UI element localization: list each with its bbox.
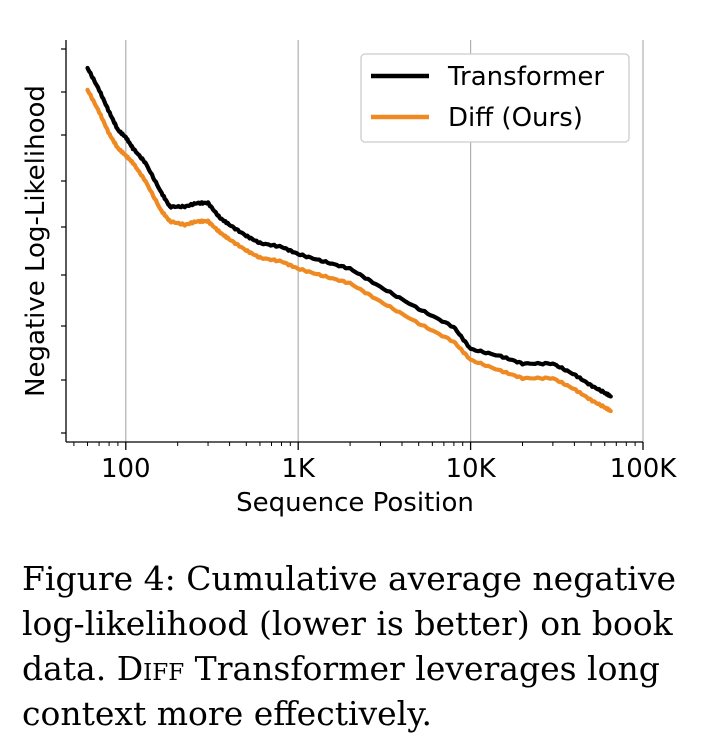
series-lines bbox=[85, 65, 613, 414]
caption-diff-smallcaps: Diff bbox=[116, 649, 185, 688]
chart: 100 1K 10K 100K Sequence Position Negative … bbox=[21, 40, 678, 518]
x-axis-label: Sequence Position bbox=[236, 488, 474, 518]
x-tick-label: 1K bbox=[281, 454, 316, 484]
legend-label-transformer: Transformer bbox=[447, 62, 604, 92]
legend-label-diff: Diff (Ours) bbox=[448, 103, 583, 133]
series-line-transformer bbox=[85, 65, 613, 399]
x-tick-label: 10K bbox=[446, 454, 497, 484]
x-tick-label: 100 bbox=[101, 454, 151, 484]
y-ticks bbox=[61, 48, 66, 434]
axes bbox=[65, 40, 643, 443]
x-ticks: 100 1K 10K 100K bbox=[73, 442, 678, 484]
caption-text-1: Cumulative average negative log-likeliho… bbox=[22, 559, 677, 688]
legend: Transformer Diff (Ours) bbox=[360, 53, 630, 143]
series-line-diff bbox=[85, 87, 613, 414]
figure-caption: Figure 4: Cumulative average negative lo… bbox=[22, 556, 702, 736]
figure-label: Figure 4: bbox=[22, 559, 176, 598]
caption-text-2: Transformer leverages long context more … bbox=[22, 649, 660, 733]
y-axis-label: Negative Log-Likelihood bbox=[21, 85, 51, 397]
x-tick-label: 100K bbox=[610, 454, 678, 484]
